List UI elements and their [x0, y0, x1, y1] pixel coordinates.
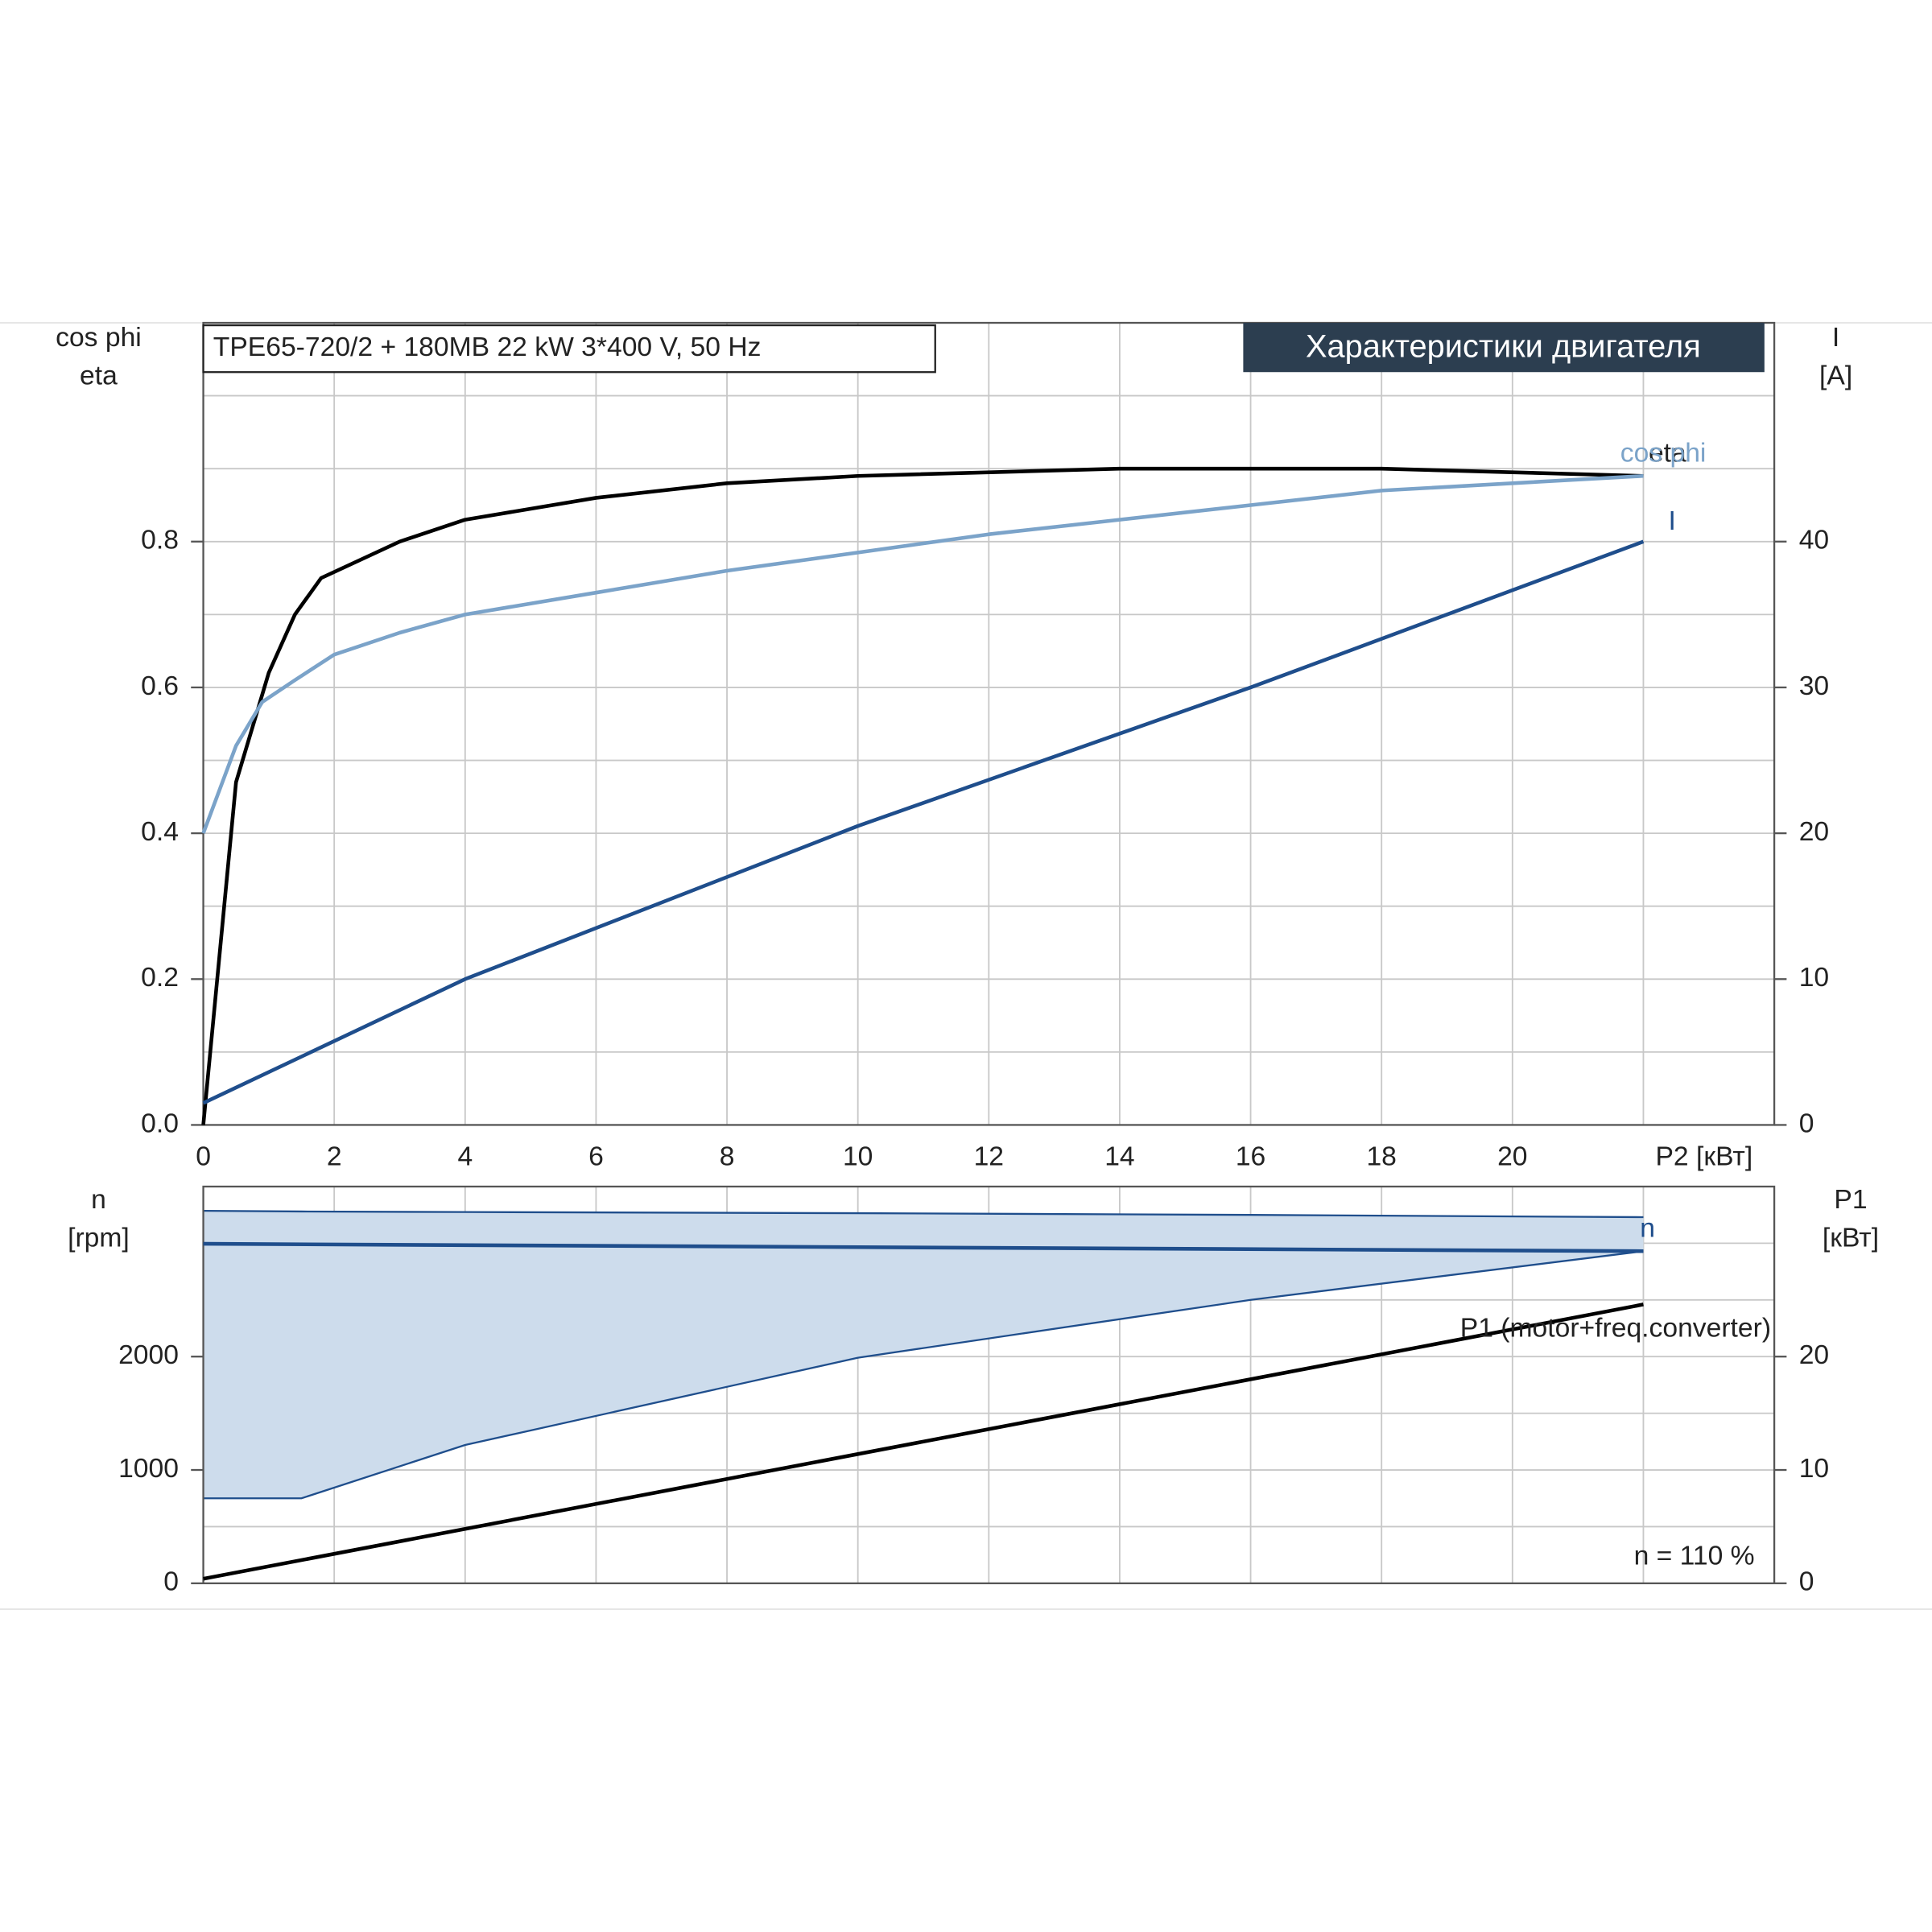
- x-tick-label: 12: [974, 1142, 1004, 1172]
- y-axis-label: n: [91, 1185, 106, 1215]
- band-upper: [203, 1209, 1644, 1219]
- y-tick-label: 2000: [118, 1340, 179, 1370]
- x-tick-label: 16: [1236, 1142, 1265, 1172]
- y2-tick-label: 10: [1799, 1454, 1829, 1484]
- y2-tick-label: 0: [1799, 1567, 1814, 1597]
- y2-axis-label: [кВт]: [1823, 1224, 1879, 1253]
- plot-frame: [202, 321, 1776, 1126]
- y2-tick-label: 20: [1799, 1340, 1829, 1370]
- chart-subtitle: Характеристики двигателя: [1306, 329, 1701, 365]
- y-tick-label: 0.6: [141, 671, 179, 701]
- subtitle-box: [1243, 323, 1765, 373]
- series-line: [203, 1241, 1644, 1253]
- chart-title: TPE65-720/2 + 180MB 22 kW 3*400 V, 50 Hz: [213, 332, 762, 362]
- band-lower: [203, 1250, 1644, 1500]
- plots: 0.0 0.2 0.4 0.6 0.8 0 10 20 30 40 0 2 4 6 8 10 12 14 16 18 2…: [118, 321, 1829, 1597]
- y2-tick-label: 10: [1799, 963, 1829, 993]
- x-tick-label: 0: [196, 1142, 211, 1172]
- x-tick-label: 14: [1104, 1142, 1134, 1172]
- series-label: cos phi: [1620, 439, 1707, 469]
- x-tick-label: 18: [1366, 1142, 1396, 1172]
- y-axis-label: [rpm]: [68, 1224, 130, 1253]
- series-line: [203, 1302, 1644, 1581]
- y2-axis-label: I: [1832, 323, 1839, 353]
- y2-axis-label: P1: [1834, 1185, 1867, 1215]
- y2-tick-label: 20: [1799, 817, 1829, 847]
- y2-tick-label: 40: [1799, 526, 1829, 555]
- y2-tick-label: 30: [1799, 671, 1829, 701]
- y-axis-label: cos phi: [56, 323, 142, 353]
- y-tick-label: 0.4: [141, 817, 179, 847]
- x-tick-label: 4: [457, 1142, 473, 1172]
- y-tick-label: 1000: [118, 1454, 179, 1484]
- y-tick-label: 0.8: [141, 526, 179, 555]
- series-label: eta: [1649, 439, 1686, 469]
- series-label: n: [1640, 1213, 1655, 1243]
- x-tick-label: 2: [327, 1142, 342, 1172]
- band-area: [203, 1211, 1644, 1499]
- y-tick-label: 0.0: [141, 1108, 179, 1138]
- y-tick-label: 0: [163, 1567, 179, 1597]
- series-line: [201, 473, 1644, 834]
- x-tick-label: 20: [1497, 1142, 1527, 1172]
- series-line: [202, 539, 1645, 1105]
- title-box: [202, 324, 936, 374]
- y-tick-label: 0.2: [141, 963, 179, 993]
- plot-frame: [202, 1185, 1776, 1584]
- annotation: n = 110 %: [1634, 1542, 1755, 1571]
- x-tick-label: 6: [588, 1142, 604, 1172]
- x-axis-label: P2 [кВт]: [1655, 1142, 1752, 1172]
- series-label: I: [1668, 506, 1675, 536]
- series-label: P1 (motor+freq.converter): [1460, 1313, 1771, 1343]
- y-axis-label: eta: [80, 361, 118, 390]
- series-line: [201, 466, 1644, 1125]
- x-tick-label: 8: [720, 1142, 735, 1172]
- y2-tick-label: 0: [1799, 1108, 1814, 1138]
- x-tick-label: 10: [843, 1142, 873, 1172]
- y2-axis-label: [A]: [1819, 361, 1852, 390]
